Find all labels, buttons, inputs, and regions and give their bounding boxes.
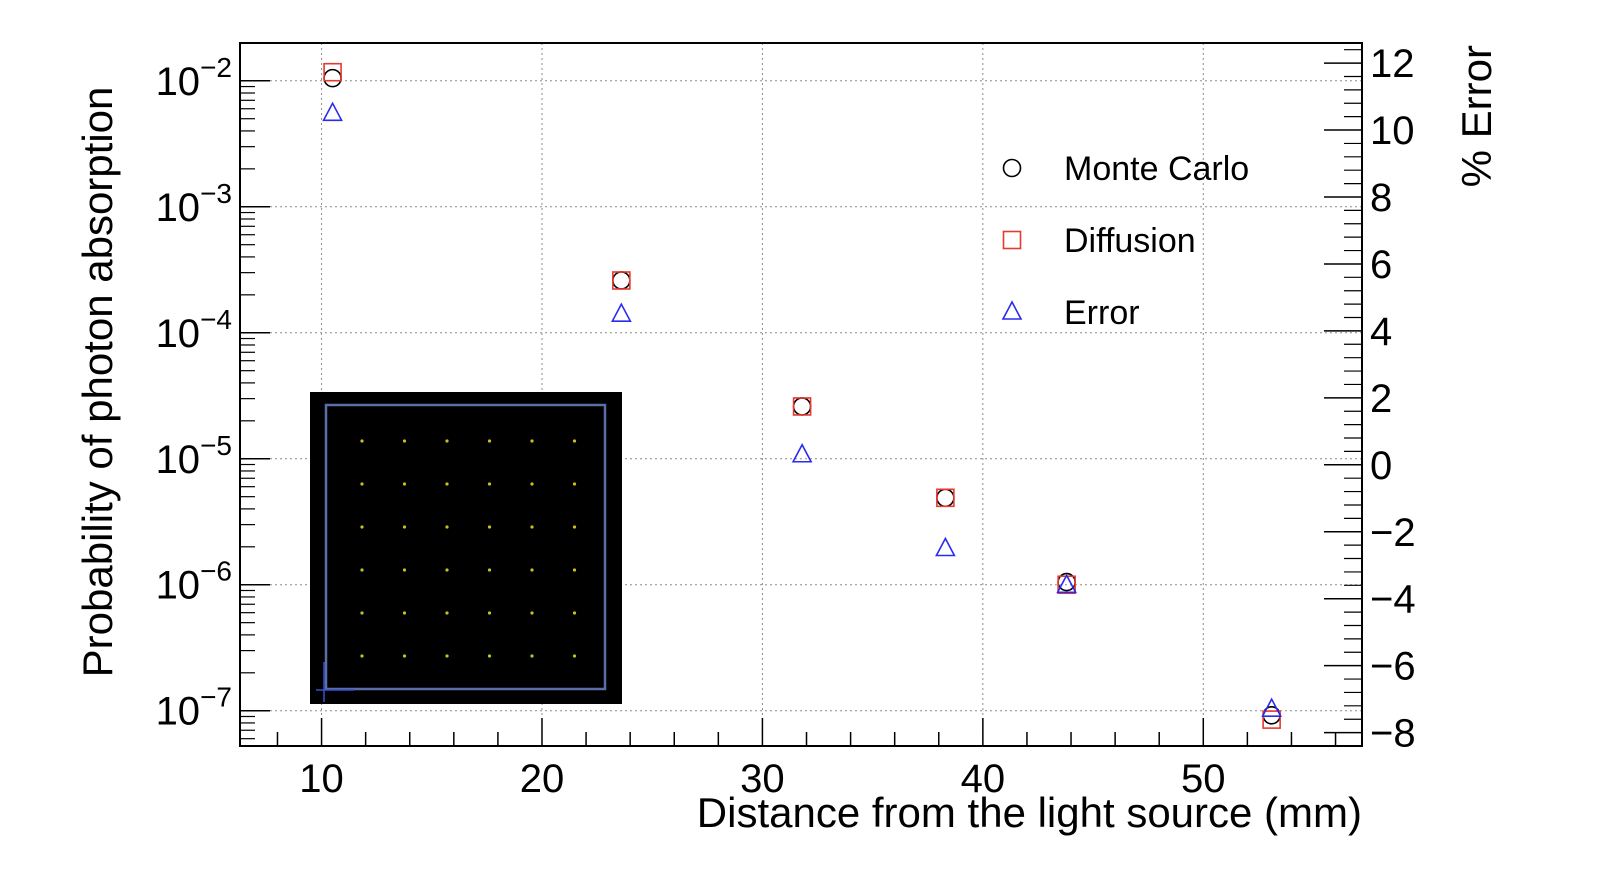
inset-dot (445, 482, 449, 486)
inset-dot (360, 439, 364, 443)
legend: Monte Carlo Diffusion Error (1001, 150, 1249, 332)
inset-dot (360, 482, 364, 486)
x-tick-label: 50 (1181, 757, 1226, 801)
inset-dot (487, 439, 492, 443)
x-tick-label: 30 (740, 757, 785, 801)
inset-dot (360, 525, 364, 529)
y-right-tick-label: 8 (1370, 176, 1392, 220)
y-left-tick-label: 10−5 (156, 430, 232, 482)
inset-dot (530, 482, 534, 486)
inset-dot (360, 568, 364, 572)
inset-dot (530, 439, 534, 443)
monte-carlo-point (936, 488, 955, 508)
monte-carlo-point (792, 397, 812, 416)
inset-dot (402, 568, 407, 572)
diffusion-point (323, 62, 342, 82)
inset-dot (572, 482, 577, 486)
y-right-tick-label: −2 (1370, 511, 1416, 555)
inset-dot (402, 654, 407, 658)
legend-diffusion-marker (1002, 230, 1022, 250)
monte-carlo-point (612, 271, 631, 290)
inset-dot (530, 611, 534, 615)
y-left-tick-label: 10−7 (156, 682, 232, 734)
error-point (322, 101, 343, 122)
diffusion-point (936, 488, 955, 508)
inset-dot (530, 654, 534, 658)
x-axis-title: Distance from the light source (mm) (697, 789, 1362, 836)
y-left-tick-label: 10−3 (156, 178, 232, 230)
inset-dot (445, 525, 449, 529)
inset-dot (360, 611, 364, 615)
legend-diffusion-label: Diffusion (1064, 222, 1196, 260)
inset-background (310, 392, 622, 704)
inset-dot (445, 439, 449, 443)
error-point (1056, 573, 1077, 594)
y-right-tick-label: 4 (1370, 310, 1392, 354)
y-right-tick-label: −4 (1370, 578, 1416, 622)
inset-dot (402, 439, 407, 443)
inset-dot (572, 654, 577, 658)
inset-dot (530, 525, 534, 529)
inset-dot (402, 611, 407, 615)
y-right-tick-label: 10 (1370, 109, 1415, 153)
y-right-tick-label: 2 (1370, 377, 1392, 421)
x-tick-label: 20 (520, 757, 565, 801)
y-right-tick-label: −6 (1370, 645, 1416, 689)
inset-dot (572, 568, 577, 572)
y-axis-left-title: Probability of photon absorption (74, 87, 121, 678)
inset-dot (445, 568, 449, 572)
error-point (611, 302, 632, 322)
inset-dot (530, 568, 534, 572)
y-axis-right-title: % Error (1453, 45, 1500, 187)
plot-frame (239, 42, 1363, 747)
y-right-tick-label: 12 (1370, 42, 1415, 86)
diffusion-point (1262, 710, 1281, 729)
y-left-tick-label: 10−2 (156, 52, 232, 104)
y-right-tick-label: −8 (1370, 712, 1416, 756)
inset-image (310, 392, 622, 704)
monte-carlo-point (323, 68, 342, 88)
error-point (791, 443, 813, 463)
inset-dot (572, 439, 577, 443)
legend-monte-carlo-label: Monte Carlo (1064, 150, 1249, 188)
error-point (935, 536, 956, 557)
inset-dot (572, 611, 577, 615)
legend-error-marker (1001, 300, 1023, 320)
legend-error-label: Error (1064, 294, 1140, 332)
inset-dot (487, 482, 492, 486)
y-left-tick-label: 10−4 (156, 304, 232, 356)
inset-dot (572, 525, 577, 529)
diffusion-point (792, 397, 812, 416)
inset-dot (402, 482, 407, 486)
y-left-tick-label: 10−6 (156, 556, 232, 608)
inset-dot (445, 654, 449, 658)
y-right-tick-label: 0 (1370, 444, 1392, 488)
diffusion-point (612, 271, 631, 290)
inset-dot (360, 654, 364, 658)
axes-layer: 10 20 30 40 5010−710−610−510−410−310−2−8−6−4… (156, 42, 1416, 801)
inset-frame (324, 403, 607, 691)
error-point (1261, 697, 1282, 717)
x-tick-label: 10 (299, 757, 344, 801)
inset-dot (445, 611, 449, 615)
inset-dot (487, 611, 492, 615)
inset-dot (487, 654, 492, 658)
inset-dot (487, 568, 492, 572)
x-tick-label: 40 (961, 757, 1006, 801)
inset-dot (487, 525, 492, 529)
y-right-tick-label: 6 (1370, 243, 1392, 287)
points-layer (322, 62, 1282, 729)
legend-monte-carlo-marker (1002, 158, 1022, 178)
inset-dot (402, 525, 407, 529)
